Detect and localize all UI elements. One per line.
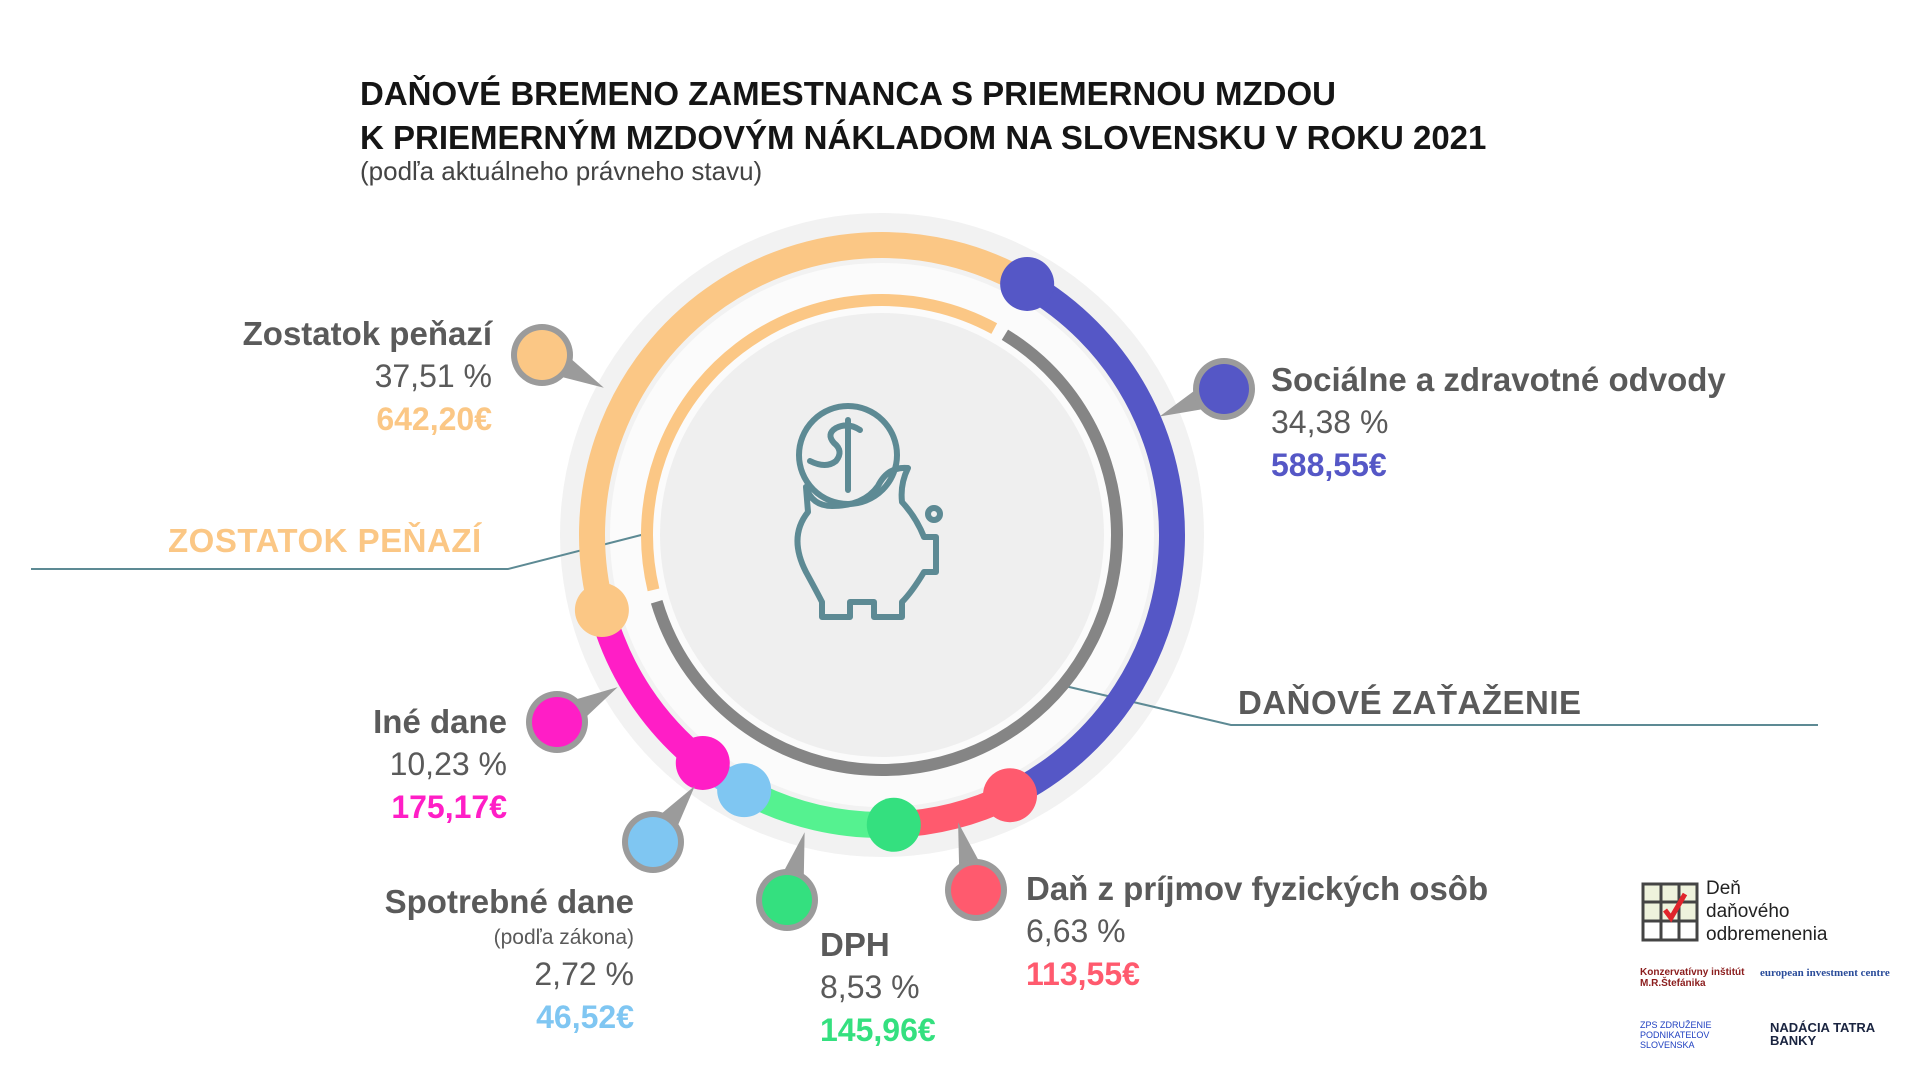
remainder-section-label: ZOSTATOK PEŇAZÍ bbox=[168, 522, 482, 559]
legend-social: Sociálne a zdravotné odvody 34,38 % 588,… bbox=[1271, 358, 1726, 487]
inner-arc-tax-burden bbox=[650, 329, 1123, 776]
logo-den-danoveho-odbremenenia: Deň daňového odbremenenia bbox=[1706, 877, 1827, 946]
segment-name: Zostatok peňazí bbox=[242, 315, 492, 352]
segment-arc-social bbox=[1004, 272, 1185, 807]
segment-dot-excise bbox=[717, 763, 772, 818]
segment-percent: 10,23 % bbox=[389, 746, 507, 782]
logo-eic: european investment centre bbox=[1760, 967, 1890, 979]
legend-remainder: Zostatok peňazí 37,51 % 642,20€ bbox=[243, 312, 492, 441]
segment-name: DPH bbox=[820, 926, 890, 963]
segment-name: Iné dane bbox=[373, 703, 507, 740]
segment-amount: 46,52€ bbox=[536, 999, 634, 1035]
callout-bubble-other bbox=[532, 697, 582, 747]
segment-dot-social bbox=[1000, 256, 1055, 311]
piggy-bank-icon bbox=[794, 403, 943, 620]
segment-name: Spotrebné dane bbox=[384, 883, 634, 920]
segment-amount: 588,55€ bbox=[1271, 447, 1387, 483]
segment-dot-other bbox=[675, 735, 730, 790]
calendar-check-icon bbox=[1641, 882, 1699, 942]
segment-amount: 113,55€ bbox=[1026, 956, 1140, 992]
segment-amount: 175,17€ bbox=[391, 789, 507, 825]
segment-percent: 34,38 % bbox=[1271, 404, 1389, 440]
chart-subtitle: (podľa aktuálneho právneho stavu) bbox=[360, 156, 763, 186]
segment-arc-remainder bbox=[579, 232, 1034, 614]
segment-name: Daň z príjmov fyzických osôb bbox=[1026, 870, 1489, 907]
segment-amount: 145,96€ bbox=[820, 1012, 936, 1048]
segment-dot-remainder bbox=[574, 583, 629, 638]
logo-nadacia-tatra-banky: NADÁCIA TATRA BANKY bbox=[1770, 1020, 1875, 1048]
logo-line: odbremenenia bbox=[1706, 924, 1828, 945]
partner-logos: Deň daňového odbremenenia Konzervatívny … bbox=[1640, 875, 1900, 1065]
callout-bubble-social bbox=[1199, 364, 1249, 414]
logo-zps: ZPS ZDRUŽENIE PODNIKATEĽOV SLOVENSKA bbox=[1640, 1020, 1712, 1050]
callout-bubble-vat bbox=[762, 875, 812, 925]
logo-line: Deň bbox=[1706, 878, 1741, 899]
tax-burden-section-label: DAŇOVÉ ZAŤAŽENIE bbox=[1238, 684, 1582, 721]
legend-excise: Spotrebné dane (podľa zákona) 2,72 % 46,… bbox=[385, 880, 634, 1039]
logo-line: daňového bbox=[1706, 901, 1790, 922]
title-line-2: K PRIEMERNÝM MZDOVÝM NÁKLADOM NA SLOVENS… bbox=[360, 119, 1487, 156]
segment-note: (podľa zákona) bbox=[493, 926, 634, 949]
inner-arc-remainder bbox=[641, 294, 998, 592]
segment-percent: 6,63 % bbox=[1026, 913, 1126, 949]
segment-percent: 37,51 % bbox=[374, 358, 492, 394]
callout-bubble-income_tax bbox=[951, 865, 1001, 915]
center-disk bbox=[660, 313, 1104, 757]
segment-percent: 2,72 % bbox=[534, 956, 634, 992]
chart-title: DAŇOVÉ BREMENO ZAMESTNANCA S PRIEMERNOU … bbox=[360, 72, 1486, 160]
legend-income-tax: Daň z príjmov fyzických osôb 6,63 % 113,… bbox=[1026, 867, 1488, 996]
segment-dot-vat bbox=[866, 797, 921, 852]
legend-vat: DPH 8,53 % 145,96€ bbox=[820, 923, 936, 1052]
segment-percent: 8,53 % bbox=[820, 969, 920, 1005]
segment-name: Sociálne a zdravotné odvody bbox=[1271, 361, 1726, 398]
callout-bubble-remainder bbox=[517, 330, 567, 380]
segment-amount: 642,20€ bbox=[376, 401, 492, 437]
legend-other-taxes: Iné dane 10,23 % 175,17€ bbox=[373, 700, 507, 829]
logo-kimrs: Konzervatívny inštitút M.R.Štefánika bbox=[1640, 967, 1745, 989]
title-line-1: DAŇOVÉ BREMENO ZAMESTNANCA S PRIEMERNOU … bbox=[360, 75, 1336, 112]
callout-bubble-excise bbox=[628, 817, 678, 867]
segment-dot-income_tax bbox=[983, 768, 1038, 823]
